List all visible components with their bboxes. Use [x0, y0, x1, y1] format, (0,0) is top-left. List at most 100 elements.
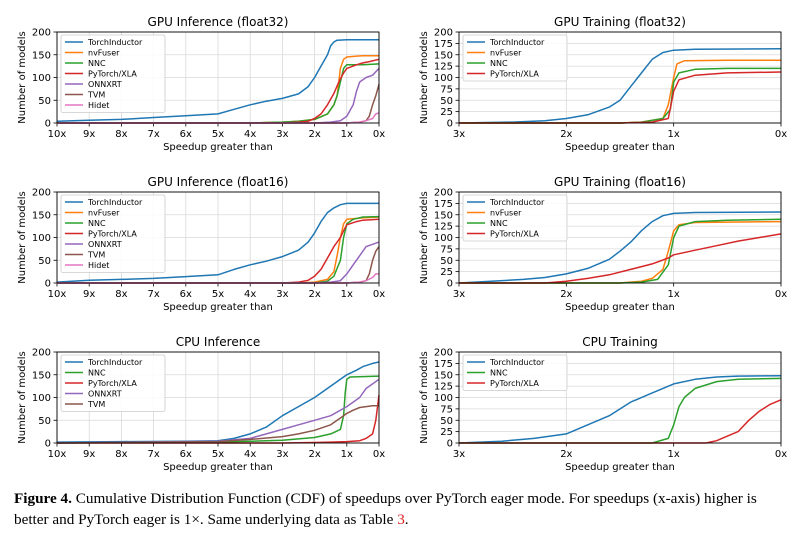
y-tick-label: 150: [32, 370, 51, 381]
caption-table-ref[interactable]: 3: [397, 511, 405, 528]
legend-box: [60, 34, 166, 113]
y-tick-label: 50: [38, 96, 51, 107]
x-axis-label: Speedup greater than: [163, 302, 273, 313]
legend-box: [462, 194, 568, 242]
plot-frame: [458, 351, 782, 444]
y-tick-label: 200: [32, 348, 51, 359]
legend-label-pytorch-xla: PyTorch/XLA: [88, 230, 137, 239]
series-line-torchinductor: [458, 48, 782, 124]
y-tick-label: 175: [434, 359, 453, 370]
y-tick-label: 200: [32, 28, 51, 39]
plot-frame: [458, 31, 782, 124]
x-tick-label: 1x: [668, 289, 680, 300]
y-tick-label: 100: [32, 393, 51, 404]
legend-label-tvm: TVM: [87, 251, 105, 260]
x-tick-label: 4x: [244, 129, 256, 140]
y-tick-label: 0: [45, 119, 51, 130]
x-tick-label: 3x: [453, 449, 465, 460]
legend-box: [462, 34, 568, 82]
x-tick-label: 2x: [308, 129, 320, 140]
x-axis-label: Speedup greater than: [565, 142, 675, 153]
legend-label-torchinductor: TorchInductor: [87, 198, 143, 207]
y-tick-label: 75: [440, 84, 453, 95]
caption-label: Figure 4.: [14, 490, 72, 507]
x-tick-label: 2x: [560, 129, 572, 140]
y-tick-label: 100: [32, 73, 51, 84]
legend-label-torchinductor: TorchInductor: [489, 358, 545, 367]
y-tick-label: 125: [434, 62, 453, 73]
chart-title: GPU Inference (float16): [148, 175, 289, 189]
x-tick-label: 3x: [453, 129, 465, 140]
chart-title: GPU Inference (float32): [148, 15, 289, 29]
plot-frame: [458, 191, 782, 284]
y-tick-label: 100: [32, 233, 51, 244]
x-tick-label: 0x: [775, 129, 787, 140]
x-axis-label: Speedup greater than: [565, 462, 675, 473]
x-tick-label: 0x: [373, 289, 385, 300]
x-tick-label: 1x: [341, 129, 353, 140]
x-tick-label: 8x: [115, 449, 127, 460]
series-line-torchinductor: [458, 374, 782, 444]
y-tick-label: 0: [45, 279, 51, 290]
series-line-torchinductor: [56, 202, 379, 283]
x-tick-label: 3x: [276, 289, 288, 300]
legend-label-pytorch-xla: PyTorch/XLA: [88, 379, 137, 388]
legend-label-nvfuser: nvFuser: [490, 209, 522, 218]
caption-text: Cumulative Distribution Function (CDF) o…: [14, 490, 757, 528]
legend-label-torchinductor: TorchInductor: [489, 198, 545, 207]
plot-frame: [56, 191, 380, 284]
legend-box: [60, 354, 166, 412]
y-tick-label: 200: [434, 348, 453, 359]
x-axis-label: Speedup greater than: [163, 462, 273, 473]
plot-frame: [56, 351, 380, 444]
legend-label-pytorch-xla: PyTorch/XLA: [490, 379, 539, 388]
y-tick-label: 100: [434, 393, 453, 404]
x-tick-label: 5x: [212, 289, 224, 300]
legend-label-nnc: NNC: [88, 59, 106, 68]
x-tick-label: 2x: [308, 449, 320, 460]
x-tick-label: 9x: [83, 449, 95, 460]
legend-label-torchinductor: TorchInductor: [87, 38, 143, 47]
legend-label-nvfuser: nvFuser: [88, 209, 120, 218]
legend-box: [462, 354, 568, 391]
x-tick-label: 7x: [147, 289, 159, 300]
x-tick-label: 8x: [115, 129, 127, 140]
x-tick-label: 3x: [276, 449, 288, 460]
y-tick-label: 100: [434, 233, 453, 244]
x-tick-label: 5x: [212, 449, 224, 460]
chart-panel-cpu-inference: 10x 9x 8x 7x 6x 5x 4x 3x 2x 1x 0x 0 50 100 150 200 CPU I…: [17, 335, 385, 473]
x-tick-label: 2x: [308, 289, 320, 300]
y-tick-label: 200: [434, 188, 453, 199]
legend-label-nvfuser: nvFuser: [490, 49, 522, 58]
x-tick-label: 0x: [775, 449, 787, 460]
y-axis-label: Number of models: [17, 351, 28, 444]
legend-label-nnc: NNC: [88, 369, 106, 378]
x-tick-label: 5x: [212, 129, 224, 140]
legend-label-onnxrt: ONNXRT: [88, 390, 122, 399]
y-tick-label: 50: [440, 416, 453, 427]
legend-label-nnc: NNC: [88, 219, 106, 228]
x-tick-label: 0x: [373, 449, 385, 460]
series-line-pytorch-xla: [459, 233, 782, 284]
figure-area: 10x 9x 8x 7x 6x 5x 4x 3x 2x 1x 0x 0 50 100 150 200 GPU I…: [17, 15, 787, 473]
y-tick-label: 50: [440, 96, 453, 107]
series-line-nnc: [459, 218, 782, 284]
series-line-torchinductor: [458, 211, 782, 284]
y-tick-label: 0: [447, 439, 453, 450]
series-line-torchinductor: [56, 38, 379, 122]
y-tick-label: 0: [447, 119, 453, 130]
y-tick-label: 200: [32, 188, 51, 199]
series-line-nnc: [56, 375, 380, 444]
figure-caption: Figure 4. Cumulative Distribution Functi…: [14, 488, 786, 530]
x-tick-label: 7x: [147, 129, 159, 140]
y-axis-label: Number of models: [419, 351, 430, 444]
x-tick-label: 4x: [244, 449, 256, 460]
x-tick-label: 1x: [668, 449, 680, 460]
y-axis-label: Number of models: [17, 191, 28, 284]
legend-label-nnc: NNC: [490, 59, 508, 68]
legend-label-tvm: TVM: [87, 91, 105, 100]
legend-label-nnc: NNC: [490, 219, 508, 228]
